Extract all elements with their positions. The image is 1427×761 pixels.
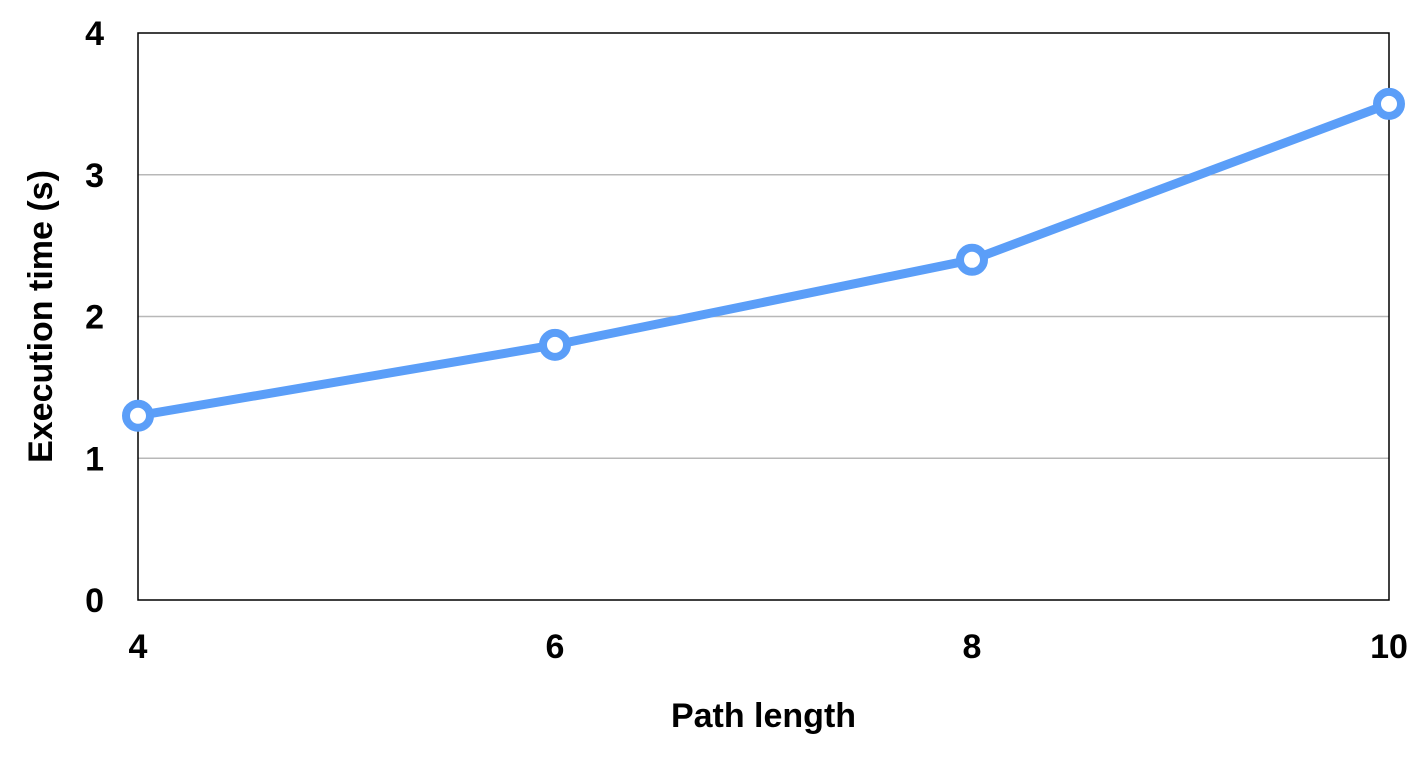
y-tick-label: 4: [85, 15, 104, 53]
x-tick-label: 10: [1370, 628, 1408, 666]
y-tick-label: 0: [85, 582, 104, 620]
series: [122, 87, 1405, 432]
series-line: [133, 99, 1394, 421]
x-tick-labels: 4 6 8 10: [129, 628, 1408, 666]
y-tick-label: 1: [85, 440, 104, 478]
y-axis-title: Execution time (s): [22, 170, 60, 463]
data-point-marker: [122, 399, 154, 432]
x-tick-label: 4: [129, 628, 148, 666]
data-point-marker: [956, 243, 988, 276]
data-point-marker: [1373, 87, 1405, 120]
data-point-marker: [539, 328, 571, 361]
x-tick-label: 6: [546, 628, 565, 666]
y-tick-label: 2: [85, 299, 104, 337]
plot-frame: [137, 32, 1390, 601]
x-tick-label: 8: [963, 628, 982, 666]
gridlines: [138, 174, 1389, 459]
y-tick-labels: 0 1 2 3 4: [85, 15, 104, 620]
x-axis-title: Path length: [671, 697, 856, 735]
y-tick-label: 3: [85, 157, 104, 195]
